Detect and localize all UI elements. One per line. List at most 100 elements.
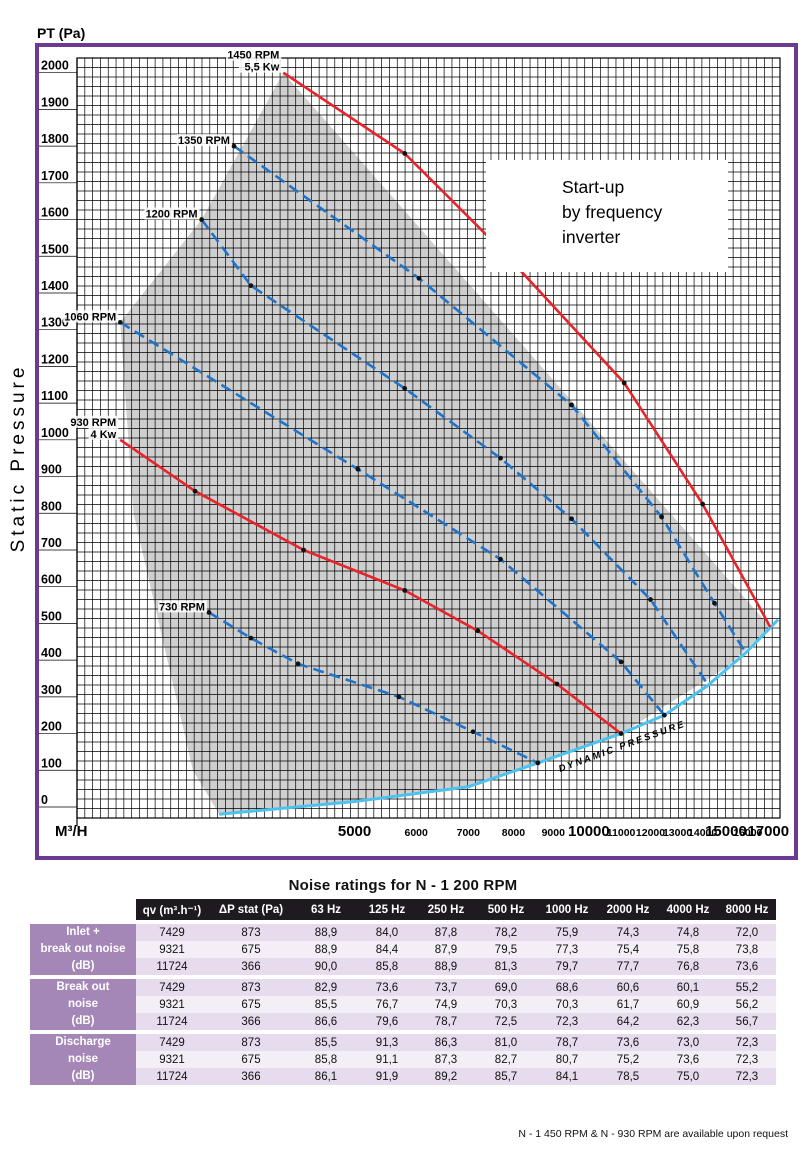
curve-point-marker <box>554 681 560 687</box>
table-cell: 75,8 <box>658 941 718 958</box>
table-cell: 85,8 <box>358 958 416 975</box>
table-cell: 9321 <box>136 996 208 1013</box>
table-cell: 87,8 <box>416 924 476 941</box>
column-header: qv (m³.h⁻¹) <box>136 899 208 920</box>
curve-point-marker <box>498 455 503 461</box>
table-cell: 7429 <box>136 979 208 996</box>
curve-point-marker <box>470 729 476 735</box>
table-cell: 675 <box>208 996 294 1013</box>
table-cell: 77,7 <box>598 958 658 975</box>
table-row: (dB) 11724 366 86,6 79,6 78,7 72,5 72,3 64,2 62,3… <box>30 1013 776 1030</box>
y-tick-label: 1300 <box>41 316 69 330</box>
curve-point-marker <box>295 661 301 667</box>
group-spacer <box>30 1030 776 1034</box>
table-cell: 675 <box>208 1051 294 1068</box>
series-label-bg <box>176 134 232 147</box>
table-cell: 62,3 <box>658 1013 718 1030</box>
curve-point-marker <box>355 466 361 472</box>
table-cell: 90,0 <box>294 958 358 975</box>
table-cell: 70,3 <box>536 996 598 1013</box>
column-header: 4000 Hz <box>658 899 718 920</box>
table-cell: 72,5 <box>476 1013 536 1030</box>
table-cell: 7429 <box>136 924 208 941</box>
curve-point-marker <box>569 402 574 408</box>
table-cell: 85,5 <box>294 1034 358 1051</box>
curve-point-marker <box>618 731 624 736</box>
table-cell: 85,8 <box>294 1051 358 1068</box>
table-cell: 82,7 <box>476 1051 536 1068</box>
curve-point-marker <box>661 712 667 718</box>
curve-point-marker <box>117 319 123 325</box>
x-tick-label: 16000 <box>733 827 762 839</box>
noise-ratings-table: qv (m³.h⁻¹) ΔP stat (Pa) 63 Hz 125 Hz 250 Hz… <box>30 899 776 1085</box>
curve-point-marker <box>416 275 422 281</box>
curve-point-marker <box>402 151 408 156</box>
table-cell: 73,6 <box>658 1051 718 1068</box>
table-cell: 74,9 <box>416 996 476 1013</box>
y-tick-label: 2000 <box>41 59 69 73</box>
row-group-label-line: break out noise <box>30 941 136 958</box>
column-header: 8000 Hz <box>718 899 776 920</box>
curve-point-marker <box>248 635 254 641</box>
table-cell: 72,3 <box>718 1034 776 1051</box>
y-tick-label: 200 <box>41 720 62 734</box>
table-cell: 76,7 <box>358 996 416 1013</box>
y-tick-label: 900 <box>41 463 62 477</box>
table-cell: 73,6 <box>718 958 776 975</box>
curve-point-marker <box>659 514 665 520</box>
y-tick-label: 1200 <box>41 352 69 366</box>
table-cell: 87,9 <box>416 941 476 958</box>
curve-point-marker <box>700 501 706 507</box>
annotation-text: inverter <box>562 227 621 247</box>
table-cell: 79,6 <box>358 1013 416 1030</box>
column-header: 2000 Hz <box>598 899 658 920</box>
row-group-label-line: Break out <box>30 979 136 996</box>
table-cell: 11724 <box>136 1068 208 1085</box>
table-cell: 56,2 <box>718 996 776 1013</box>
x-tick-label: 10000 <box>568 823 610 840</box>
table-cell: 85,5 <box>294 996 358 1013</box>
table-cell: 7429 <box>136 1034 208 1051</box>
curve-point-marker <box>712 600 717 606</box>
table-cell: 73,8 <box>718 941 776 958</box>
series-label: 1350 RPM <box>178 135 230 147</box>
table-cell: 75,4 <box>598 941 658 958</box>
table-cell: 81,3 <box>476 958 536 975</box>
table-cell: 75,9 <box>536 924 598 941</box>
table-cell: 88,9 <box>294 924 358 941</box>
x-tick-label: 11000 <box>607 827 636 839</box>
table-cell: 72,0 <box>718 924 776 941</box>
table-cell: 72,3 <box>718 1068 776 1085</box>
table-cell: 55,2 <box>718 979 776 996</box>
table-cell: 64,2 <box>598 1013 658 1030</box>
curve-point-marker <box>535 760 541 766</box>
group-spacer <box>30 920 776 924</box>
x-tick-label: 6000 <box>405 827 429 839</box>
x-tick-label: 8000 <box>502 827 526 839</box>
curve-point-marker <box>199 217 204 222</box>
table-cell: 86,1 <box>294 1068 358 1085</box>
column-header: 1000 Hz <box>536 899 598 920</box>
y-tick-label: 600 <box>41 573 62 587</box>
chart-frame <box>35 43 798 860</box>
table-cell: 366 <box>208 1013 294 1030</box>
table-cell: 74,3 <box>598 924 658 941</box>
curve-point-marker <box>498 556 503 562</box>
table-cell: 91,1 <box>358 1051 416 1068</box>
row-group-label-line: noise <box>30 996 136 1013</box>
y-tick-label: 1800 <box>41 132 69 146</box>
table-cell: 78,7 <box>536 1034 598 1051</box>
series-label-bg <box>226 48 282 61</box>
x-tick-label: 14000 <box>688 827 717 839</box>
y-tick-label: 100 <box>41 756 62 770</box>
y-tick-label: 800 <box>41 499 62 513</box>
table-row: Discharge 7429 873 85,5 91,3 86,3 81,0 78,7 73,6… <box>30 1034 776 1051</box>
table-cell: 89,2 <box>416 1068 476 1085</box>
y-tick-label: 0 <box>41 793 48 807</box>
table-row: break out noise 9321 675 88,9 84,4 87,9 79,5 77… <box>30 941 776 958</box>
table-cell: 69,0 <box>476 979 536 996</box>
table-cell: 74,8 <box>658 924 718 941</box>
series-label: 1060 RPM <box>64 311 116 323</box>
row-group-label-line: noise <box>30 1051 136 1068</box>
table-cell: 85,7 <box>476 1068 536 1085</box>
